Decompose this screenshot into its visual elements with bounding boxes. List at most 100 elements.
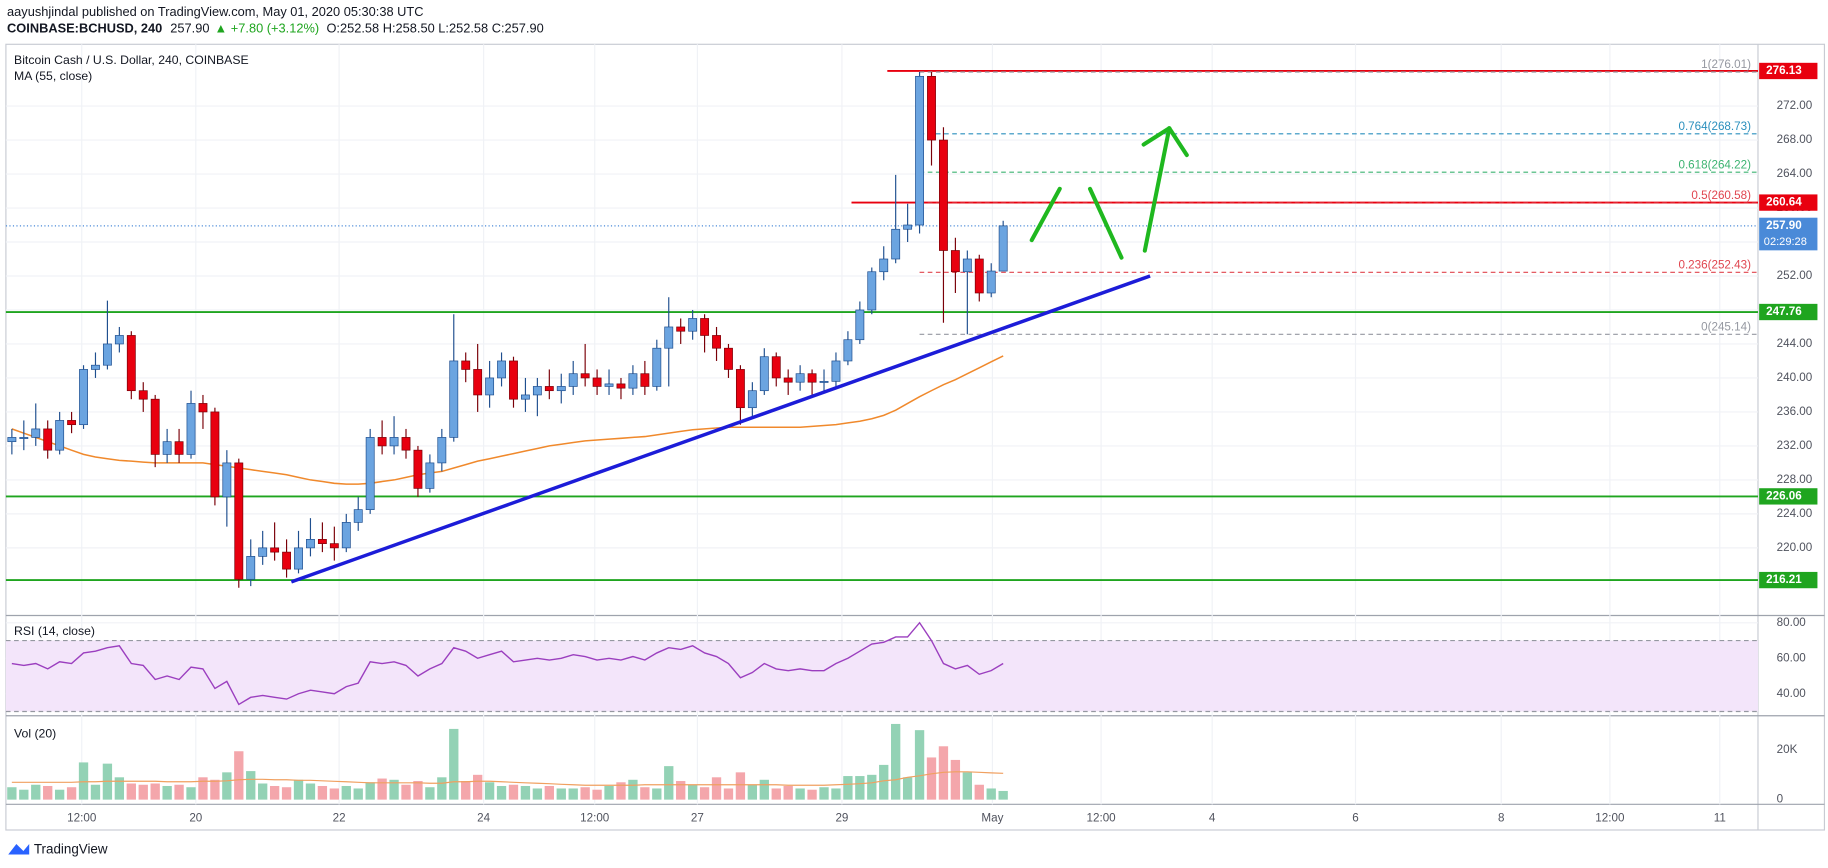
candle-body bbox=[903, 224, 913, 230]
change: ▲ +7.80 (+3.12%) bbox=[215, 21, 320, 36]
candle-body bbox=[473, 369, 483, 396]
volume-bar bbox=[568, 788, 578, 800]
candle-body bbox=[652, 347, 662, 387]
candle-body bbox=[449, 360, 459, 438]
volume-bar bbox=[31, 784, 41, 800]
x-tick-label: May bbox=[981, 811, 1003, 824]
x-tick-label: 12:00 bbox=[67, 811, 97, 824]
candle-body bbox=[532, 386, 542, 396]
volume-bar bbox=[950, 759, 961, 800]
rsi-band bbox=[5, 640, 1758, 712]
volume-bar bbox=[902, 777, 913, 800]
volume-bar bbox=[544, 785, 554, 800]
volume-ma-line bbox=[11, 771, 1004, 786]
candle-body bbox=[114, 335, 124, 345]
arrow bbox=[1142, 126, 1172, 253]
candle-body bbox=[747, 390, 757, 409]
candle-body bbox=[425, 462, 435, 489]
candle-body bbox=[819, 380, 829, 383]
candle-body bbox=[700, 318, 710, 336]
logo: TradingView bbox=[8, 841, 108, 856]
x-tick-label: 11 bbox=[1714, 811, 1726, 824]
volume-bar bbox=[329, 788, 340, 800]
candle-body bbox=[19, 437, 29, 439]
x-tick-label: 6 bbox=[1352, 811, 1358, 824]
level-box bbox=[1759, 194, 1818, 211]
volume-bar bbox=[365, 782, 375, 800]
candle-body bbox=[294, 547, 303, 570]
y-tick-label: 0 bbox=[1777, 793, 1784, 806]
candle-body bbox=[962, 258, 972, 273]
candle-body bbox=[222, 462, 232, 498]
candle-body bbox=[55, 420, 65, 451]
candle-body bbox=[628, 373, 638, 389]
volume-bar bbox=[461, 781, 471, 800]
y-tick-label: 20K bbox=[1777, 743, 1798, 756]
candle-body bbox=[939, 139, 948, 251]
candle-body bbox=[974, 258, 984, 294]
volume-bar bbox=[699, 787, 710, 800]
y-tick-label: 80.00 bbox=[1777, 616, 1807, 629]
volume-bar bbox=[938, 746, 949, 800]
y-tick-label: 60.00 bbox=[1777, 651, 1807, 664]
frame bbox=[5, 43, 1826, 831]
volume-bar bbox=[855, 776, 865, 800]
candle-body bbox=[783, 377, 793, 383]
volume-bar bbox=[258, 783, 268, 800]
x-tick-label: 12:00 bbox=[580, 811, 610, 824]
candle-body bbox=[867, 271, 877, 311]
candle-body bbox=[724, 347, 733, 370]
candle-body bbox=[413, 449, 423, 489]
candle-body bbox=[998, 225, 1008, 272]
candle-body bbox=[174, 441, 184, 455]
volume-bar bbox=[532, 788, 543, 800]
candle-body bbox=[521, 394, 530, 400]
y-tick-label: 240.00 bbox=[1777, 371, 1813, 384]
last-price-box bbox=[1759, 217, 1818, 251]
candle-body bbox=[365, 437, 375, 510]
trendline bbox=[290, 274, 1151, 584]
volume-bar bbox=[496, 785, 507, 800]
volume-bar bbox=[687, 784, 698, 800]
candle-body bbox=[306, 539, 315, 549]
last: 257.90 bbox=[170, 21, 209, 36]
fib-label: 0.764(268.73) bbox=[1678, 120, 1751, 133]
candle-body bbox=[568, 373, 578, 387]
candle-body bbox=[807, 373, 817, 383]
volume-bar bbox=[114, 777, 125, 800]
fib-label: 0.618(264.22) bbox=[1678, 158, 1751, 171]
rsi-title: RSI (14, close) bbox=[14, 624, 95, 638]
candle-body bbox=[341, 522, 351, 549]
y-tick-label: 224.00 bbox=[1777, 507, 1813, 520]
candle-body bbox=[676, 326, 686, 332]
level-label: 247.76 bbox=[1766, 305, 1802, 318]
volume-bar bbox=[914, 730, 925, 800]
volume-bar bbox=[43, 785, 53, 800]
volume-bar bbox=[246, 771, 256, 800]
candle-body bbox=[497, 360, 506, 379]
level-box bbox=[1759, 303, 1818, 321]
volume-bar bbox=[317, 785, 328, 800]
volume-bar bbox=[401, 784, 411, 800]
volume-bar bbox=[508, 784, 519, 800]
ma-legend: MA (55, close) bbox=[14, 69, 92, 83]
y-tick-label: 244.00 bbox=[1777, 337, 1813, 350]
volume-bar bbox=[759, 779, 769, 800]
volume-bar bbox=[962, 772, 973, 800]
volume-bar bbox=[389, 779, 399, 800]
ma-line bbox=[11, 355, 1004, 485]
volume-bar bbox=[269, 785, 280, 800]
volume-bar bbox=[449, 728, 459, 800]
volume-bar bbox=[723, 788, 734, 800]
volume-bar bbox=[843, 776, 853, 800]
volume-bar bbox=[222, 772, 232, 800]
volume-bar bbox=[891, 723, 901, 800]
volume-bar bbox=[747, 784, 758, 800]
arrow bbox=[1141, 126, 1189, 158]
y-tick-label: 268.00 bbox=[1777, 133, 1813, 146]
volume-bar bbox=[234, 751, 244, 800]
publish-info: aayushjindal published on TradingView.co… bbox=[7, 4, 423, 19]
y-tick-label: 220.00 bbox=[1777, 541, 1813, 554]
y-tick-label: 228.00 bbox=[1777, 473, 1813, 486]
